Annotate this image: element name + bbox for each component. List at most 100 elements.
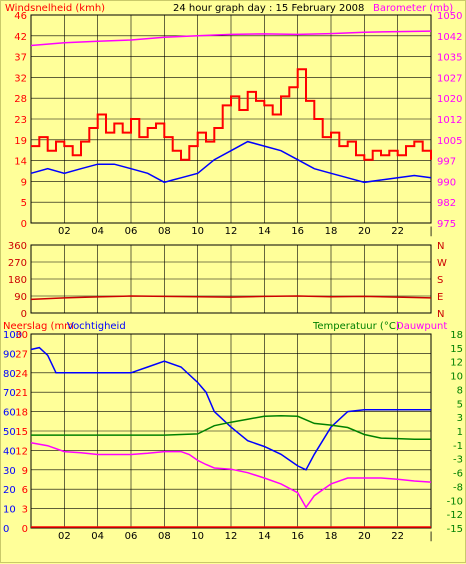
barometer-tick-label: 975 — [437, 219, 456, 230]
temperature-tick-label: -10 — [447, 496, 463, 507]
temperature-axis-label: Temperatuur (°C) — [312, 321, 400, 332]
x-tick-label: 18 — [325, 531, 338, 542]
dewpoint-axis-label: Dauwpunt — [396, 321, 447, 332]
direction-tick-label: 270 — [8, 258, 27, 269]
temperature-tick-label: -12 — [447, 510, 463, 521]
humidity-tick-label: 20 — [3, 485, 16, 496]
x-tick-label: 16 — [291, 531, 304, 542]
chart-series — [30, 30, 432, 528]
direction-tick-label: 90 — [14, 292, 27, 303]
barometer-tick-label: 997 — [437, 157, 456, 168]
temperature-tick-label: 3 — [457, 413, 463, 424]
wind-tick-label: 23 — [14, 115, 27, 126]
temperature-tick-label: 15 — [450, 344, 463, 355]
rain-axis-label: Neerslag (mm — [3, 321, 74, 332]
wind-tick-label: 28 — [14, 94, 27, 105]
wind-speed-line — [30, 140, 432, 184]
wind-tick-label: 19 — [14, 136, 27, 147]
temperature-tick-label: 18 — [450, 330, 463, 341]
x-tick-label: 20 — [358, 226, 371, 237]
rain-tick-label: 24 — [15, 369, 28, 380]
direction-tick-label: 360 — [8, 241, 27, 252]
compass-tick-label: N — [437, 309, 444, 320]
x-tick-label: 10 — [191, 226, 204, 237]
wind-tick-label: 46 — [14, 11, 27, 22]
x-tick-label: 06 — [125, 226, 138, 237]
rain-tick-label: 3 — [22, 505, 28, 516]
x-tick-label: 08 — [158, 531, 171, 542]
humidity-tick-label: 50 — [3, 427, 16, 438]
x-tick-label: 12 — [225, 226, 238, 237]
humidity-tick-label: 30 — [3, 466, 16, 477]
humidity-tick-label: 80 — [3, 369, 16, 380]
x-tick-label: 12 — [225, 531, 238, 542]
barometer-tick-label: 1042 — [437, 32, 462, 43]
humidity-tick-label: 100 — [3, 330, 22, 341]
humidity-axis-label: Vochtigheid — [67, 321, 126, 332]
x-tick-label: 18 — [325, 226, 338, 237]
barometer-tick-label: 1027 — [437, 73, 462, 84]
x-tick-label: 22 — [391, 226, 404, 237]
barometer-tick-label: 1005 — [437, 136, 462, 147]
temperature-tick-label: -15 — [447, 524, 463, 535]
chart-title: 24 hour graph day : 15 February 2008 — [173, 3, 364, 14]
wind-tick-label: 14 — [14, 157, 27, 168]
temperature-tick-label: 1 — [457, 427, 463, 438]
temperature-tick-label: 10 — [450, 372, 463, 383]
rain-tick-label: 27 — [15, 349, 28, 360]
wind-tick-label: 42 — [14, 32, 27, 43]
x-tick-label: 22 — [391, 531, 404, 542]
wind-tick-label: 37 — [14, 53, 27, 64]
humidity-line — [30, 346, 431, 471]
x-tick-label: 14 — [258, 531, 271, 542]
temperature-tick-label: -6 — [453, 469, 463, 480]
barometer-tick-label: 1035 — [437, 53, 462, 64]
rain-tick-label: 9 — [22, 466, 28, 477]
x-tick-label: 04 — [91, 531, 104, 542]
x-tick-label: 06 — [125, 531, 138, 542]
barometer-tick-label: 1012 — [437, 115, 462, 126]
temperature-tick-label: 12 — [450, 358, 463, 369]
wind-tick-label: 32 — [14, 73, 27, 84]
x-tick-label: 04 — [91, 226, 104, 237]
temperature-line — [31, 414, 431, 440]
humidity-tick-label: 70 — [3, 388, 16, 399]
compass-tick-label: W — [437, 258, 447, 269]
tick-labels: 0591419232832374246975982990997100510121… — [3, 11, 463, 542]
rain-tick-label: 21 — [15, 388, 28, 399]
rain-tick-label: 6 — [22, 485, 28, 496]
humidity-tick-label: 90 — [3, 349, 16, 360]
barometer-line — [30, 30, 432, 47]
temperature-tick-label: 5 — [457, 399, 463, 410]
direction-tick-label: 180 — [8, 275, 27, 286]
dewpoint-line — [30, 442, 432, 509]
rain-tick-label: 30 — [15, 330, 28, 341]
temperature-tick-label: -1 — [453, 441, 463, 452]
rain-tick-label: 0 — [22, 524, 28, 535]
barometer-tick-label: 982 — [437, 198, 456, 209]
barometer-tick-label: 990 — [437, 177, 456, 188]
wind-direction-line — [30, 295, 432, 301]
barometer-axis-label: Barometer (mb) — [373, 3, 453, 14]
humidity-tick-label: 60 — [3, 408, 16, 419]
x-tick-label: 14 — [258, 226, 271, 237]
rain-tick-label: 12 — [15, 446, 28, 457]
compass-tick-label: E — [437, 292, 443, 303]
grid-lines — [31, 15, 432, 528]
x-tick-label: 20 — [358, 531, 371, 542]
x-tick-label: | — [429, 531, 432, 542]
x-tick-label: 02 — [58, 226, 71, 237]
wind-tick-label: 5 — [21, 198, 27, 209]
wind-tick-label: 9 — [21, 177, 27, 188]
humidity-tick-label: 10 — [3, 505, 16, 516]
wind-axis-label: Windsnelheid (kmh) — [5, 3, 105, 14]
temperature-tick-label: -3 — [453, 455, 463, 466]
x-tick-label: 10 — [191, 531, 204, 542]
x-tick-label: | — [429, 226, 432, 237]
compass-tick-label: N — [437, 241, 444, 252]
humidity-tick-label: 40 — [3, 446, 16, 457]
temperature-tick-label: 8 — [457, 385, 463, 396]
x-tick-label: 02 — [58, 531, 71, 542]
